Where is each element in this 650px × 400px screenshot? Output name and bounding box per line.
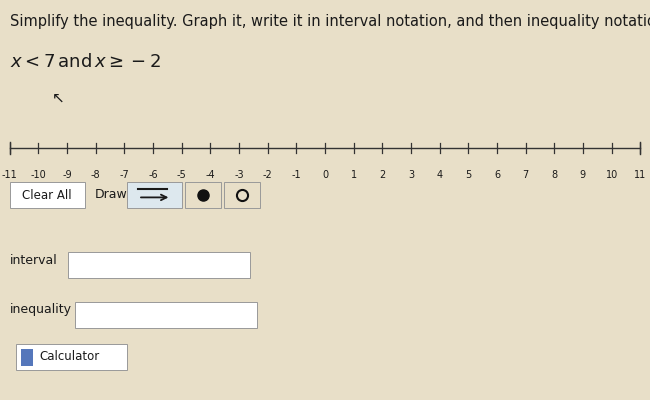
Text: 8: 8 <box>551 170 557 180</box>
Text: 0: 0 <box>322 170 328 180</box>
Text: interval: interval <box>10 254 57 266</box>
Text: 6: 6 <box>494 170 500 180</box>
FancyBboxPatch shape <box>224 182 260 208</box>
Text: Simplify the inequality. Graph it, write it in interval notation, and then inequ: Simplify the inequality. Graph it, write… <box>10 14 650 29</box>
Text: ↖: ↖ <box>52 90 65 106</box>
Text: 3: 3 <box>408 170 414 180</box>
Text: -1: -1 <box>292 170 301 180</box>
FancyBboxPatch shape <box>75 302 257 328</box>
Text: -4: -4 <box>205 170 215 180</box>
Text: -2: -2 <box>263 170 272 180</box>
Text: -11: -11 <box>2 170 18 180</box>
Text: 7: 7 <box>523 170 528 180</box>
Text: 2: 2 <box>379 170 385 180</box>
Text: 5: 5 <box>465 170 471 180</box>
FancyBboxPatch shape <box>21 349 32 366</box>
Text: -3: -3 <box>234 170 244 180</box>
FancyBboxPatch shape <box>185 182 221 208</box>
Text: Draw:: Draw: <box>94 188 131 200</box>
Text: -8: -8 <box>91 170 101 180</box>
FancyBboxPatch shape <box>16 344 127 370</box>
Text: Clear All: Clear All <box>22 188 72 202</box>
Text: -5: -5 <box>177 170 187 180</box>
Text: -6: -6 <box>148 170 158 180</box>
Text: -9: -9 <box>62 170 72 180</box>
Text: -10: -10 <box>31 170 46 180</box>
Text: 4: 4 <box>437 170 443 180</box>
FancyBboxPatch shape <box>10 182 84 208</box>
Text: -7: -7 <box>120 170 129 180</box>
Text: 10: 10 <box>605 170 617 180</box>
Text: $x < 7\,\mathrm{and}\,x \geq -2$: $x < 7\,\mathrm{and}\,x \geq -2$ <box>10 53 161 71</box>
Text: Calculator: Calculator <box>40 350 100 364</box>
FancyBboxPatch shape <box>127 182 182 208</box>
Text: 9: 9 <box>580 170 586 180</box>
FancyBboxPatch shape <box>68 252 250 278</box>
Text: 11: 11 <box>634 170 646 180</box>
Text: inequality: inequality <box>10 304 72 316</box>
Text: 1: 1 <box>350 170 357 180</box>
